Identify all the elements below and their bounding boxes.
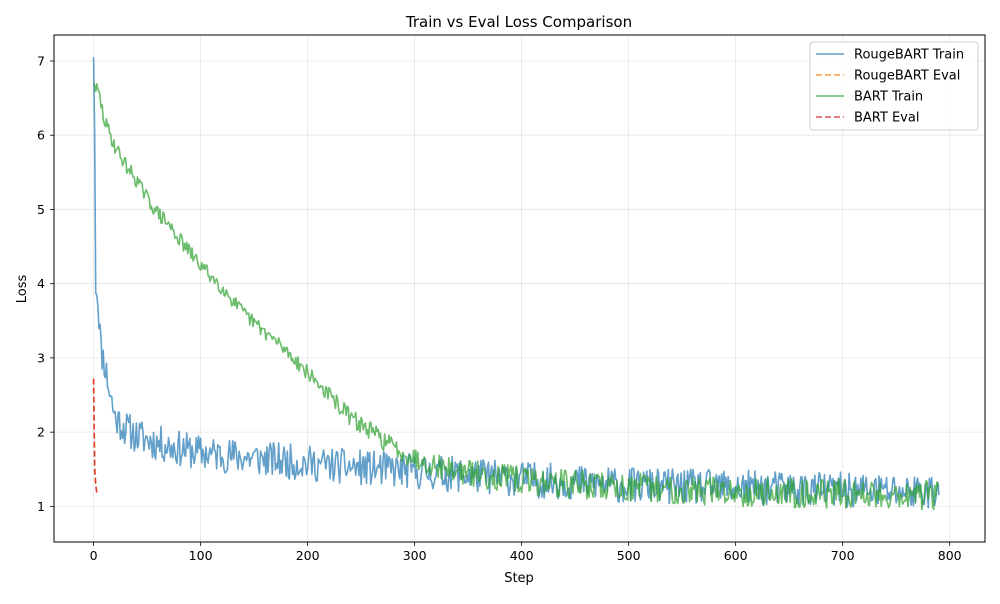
legend-entry-label: RougeBART Train xyxy=(854,48,964,63)
x-tick-label: 100 xyxy=(189,548,213,563)
series-line-3 xyxy=(92,378,98,494)
y-axis-ticks: 1 2 3 4 5 6 7 xyxy=(37,53,54,514)
legend-entry-label: RougeBART Eval xyxy=(854,69,960,84)
y-tick-label: 2 xyxy=(37,425,45,440)
legend: RougeBART Train RougeBART Eval BART Train B… xyxy=(809,41,979,131)
x-tick-label: 200 xyxy=(296,548,320,563)
x-tick-label: 600 xyxy=(724,548,748,563)
y-tick-label: 4 xyxy=(37,276,45,291)
y-axis-label: Loss xyxy=(15,275,30,304)
chart-title: Train vs Eval Loss Comparison xyxy=(405,13,632,31)
y-tick-label: 6 xyxy=(37,128,45,143)
x-axis-ticks: 0 100 200 300 400 500 600 700 800 xyxy=(90,542,962,563)
series-line-2 xyxy=(92,82,940,511)
x-tick-label: 500 xyxy=(617,548,641,563)
y-tick-label: 7 xyxy=(37,53,45,68)
x-tick-label: 0 xyxy=(90,548,98,563)
y-tick-label: 3 xyxy=(37,350,45,365)
grid-lines xyxy=(54,35,985,542)
x-tick-label: 400 xyxy=(510,548,534,563)
series-layer xyxy=(92,57,940,511)
legend-box xyxy=(809,41,979,131)
plot-frame xyxy=(53,34,986,543)
x-axis-label: Step xyxy=(504,571,534,586)
x-tick-label: 300 xyxy=(403,548,427,563)
legend-entry-label: BART Eval xyxy=(854,111,919,126)
y-tick-label: 5 xyxy=(37,202,45,217)
y-tick-label: 1 xyxy=(37,499,45,514)
legend-entry-label: BART Train xyxy=(854,90,923,105)
x-tick-label: 700 xyxy=(831,548,855,563)
x-tick-label: 800 xyxy=(938,548,962,563)
